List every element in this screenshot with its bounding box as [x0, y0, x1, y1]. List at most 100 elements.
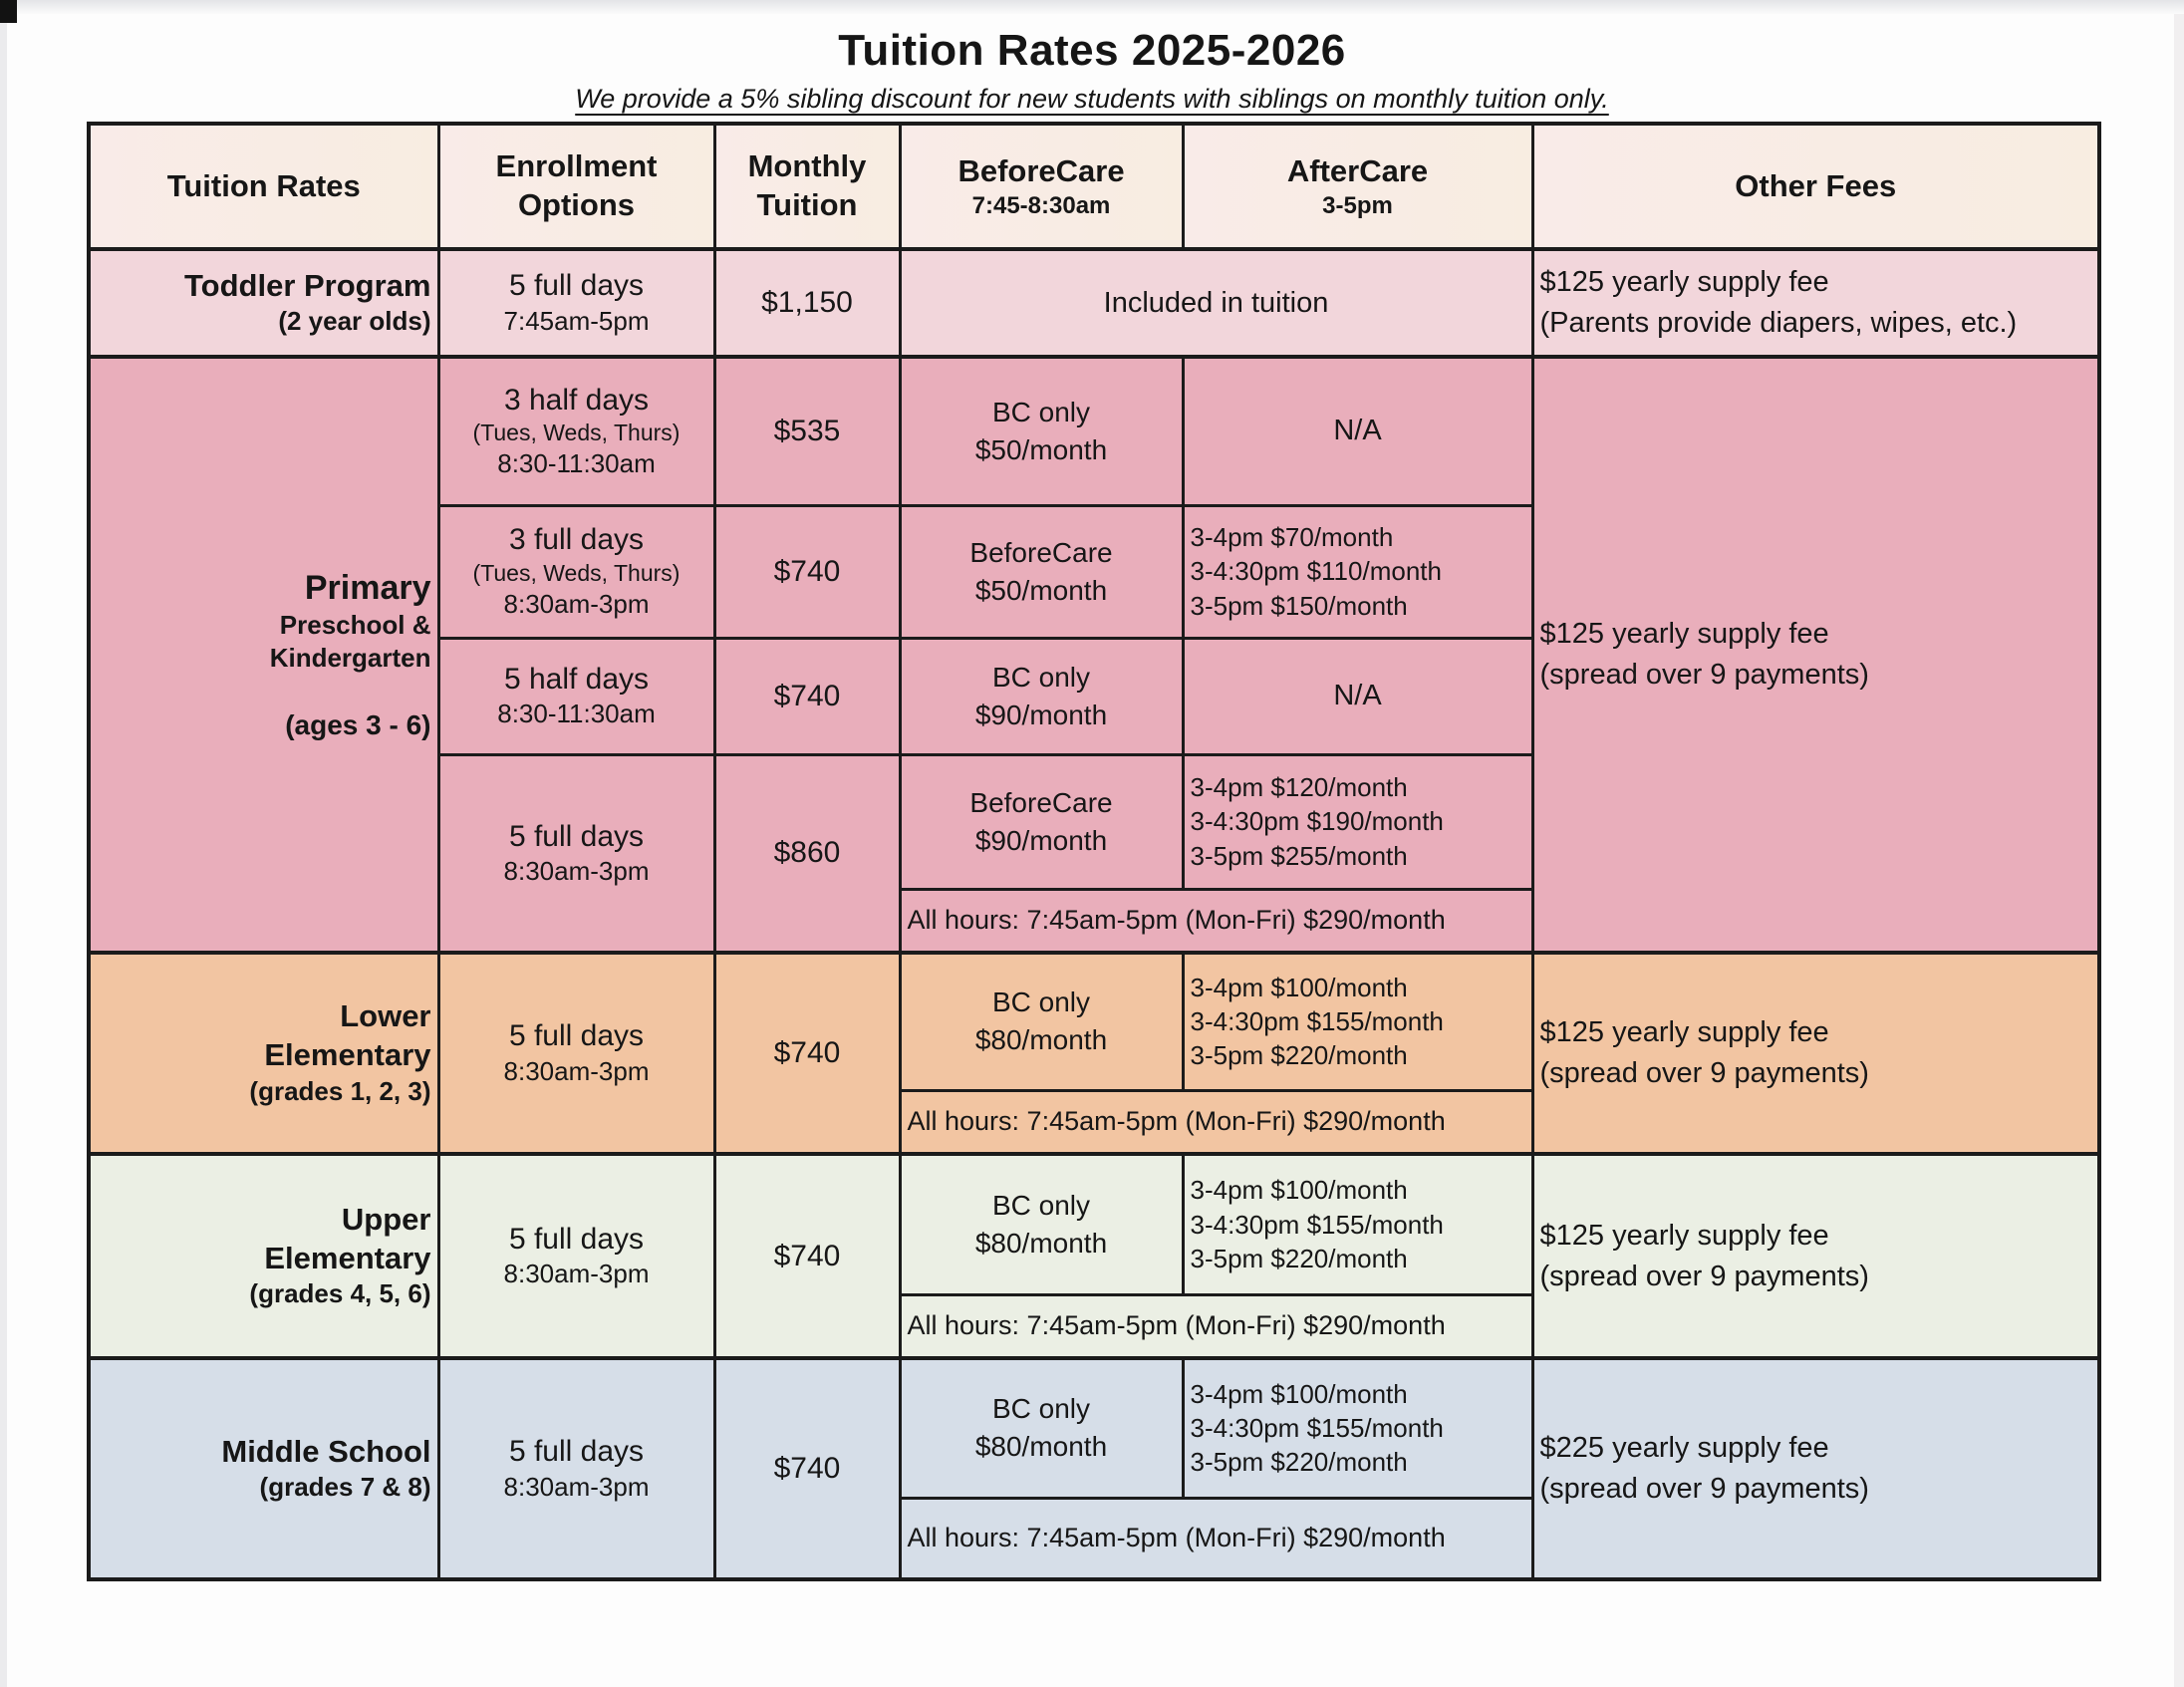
primary-tuition-cell: $740 — [712, 503, 902, 640]
header-row: Tuition Rates Enrollment Options Monthly… — [87, 122, 2101, 251]
upper-elementary-other-fee-cell: $125 yearly supply fee (spread over 9 pa… — [1530, 1152, 2101, 1360]
toddler-care: Included in tuition — [1103, 286, 1329, 319]
header-aftercare-hours: 3-5pm — [1322, 192, 1393, 220]
lower-elementary-enrollment: 5 full days — [508, 1019, 645, 1053]
header-monthly-tuition-label: Monthly Tuition — [747, 148, 867, 222]
middle-school-label: Middle School — [221, 1433, 431, 1469]
primary-row-5-full-days: 5 full days 8:30am-3pm $860 BeforeCare $… — [89, 752, 2099, 955]
upper-elementary-aftercare-cell: 3-4pm $100/month 3-4:30pm $155/month 3-5… — [1181, 1152, 1534, 1296]
tuition-rates-table: Tuition Rates Enrollment Options Monthly… — [87, 122, 2101, 1581]
lower-elementary-aftercare-cell: 3-4pm $100/month 3-4:30pm $155/month 3-5… — [1181, 951, 1534, 1092]
toddler-enrollment: 5 full days — [508, 269, 645, 303]
middle-school-aftercare-cell: 3-4pm $100/month 3-4:30pm $155/month 3-5… — [1181, 1356, 1534, 1500]
header-other-fees: Other Fees — [1530, 122, 2101, 251]
lower-elementary-tuition: $740 — [773, 1036, 841, 1069]
upper-elementary-beforecare-cell: BC only $80/month — [898, 1152, 1185, 1296]
primary-aftercare-cell: N/A — [1181, 355, 1534, 507]
header-other-fees-label: Other Fees — [1735, 167, 1897, 203]
primary-tuition-cell: $740 — [712, 636, 902, 756]
toddler-label: Toddler Program — [184, 267, 431, 303]
sibling-discount-note: We provide a 5% sibling discount for new… — [575, 84, 1609, 114]
upper-elementary-aftercare: 3-4pm $100/month 3-4:30pm $155/month 3-5… — [1190, 1175, 1444, 1273]
middle-school-aftercare: 3-4pm $100/month 3-4:30pm $155/month 3-5… — [1190, 1378, 1444, 1478]
primary-tuition: $740 — [773, 554, 841, 588]
primary-tuition: $860 — [773, 836, 841, 870]
primary-row-3-half-days: Primary Preschool & Kindergarten (ages 3… — [87, 355, 2101, 955]
primary-beforecare: BC only $90/month — [974, 661, 1108, 730]
lower-elementary-row: Lower Elementary (grades 1, 2, 3) 5 full… — [87, 951, 2101, 1156]
lower-elementary-all-hours-row: All hours: 7:45am-5pm (Mon-Fri) $290/mon… — [89, 1088, 2099, 1156]
primary-aftercare: 3-4pm $70/month 3-4:30pm $110/month 3-5p… — [1190, 522, 1442, 621]
scan-edge-right — [2174, 14, 2184, 1687]
header-aftercare-label: AfterCare — [1286, 152, 1429, 188]
primary-all-hours: All hours: 7:45am-5pm (Mon-Fri) $290/mon… — [907, 905, 1446, 936]
toddler-enrollment-time: 7:45am-5pm — [503, 305, 650, 336]
upper-elementary-sublabel: (grades 4, 5, 6) — [249, 1278, 431, 1309]
upper-elementary-other-fee: $125 yearly supply fee (spread over 9 pa… — [1539, 1219, 1869, 1292]
middle-school-tuition-cell: $740 — [712, 1356, 902, 1581]
toddler-sublabel: (2 year olds) — [278, 306, 431, 337]
upper-elementary-enrollment-cell: 5 full days 8:30am-3pm — [436, 1152, 716, 1360]
header-enrollment-options-label: Enrollment Options — [495, 148, 658, 222]
lower-elementary-sublabel: (grades 1, 2, 3) — [249, 1075, 431, 1106]
middle-school-enrollment-time: 8:30am-3pm — [503, 1471, 650, 1502]
header-beforecare-label: BeforeCare — [957, 152, 1125, 188]
header-beforecare: BeforeCare 7:45-8:30am — [898, 122, 1185, 251]
header-enrollment-options: Enrollment Options — [436, 122, 716, 251]
primary-enrollment-time: 8:30-11:30am — [497, 699, 656, 729]
primary-tuition: $740 — [773, 679, 841, 712]
header-aftercare: AfterCare 3-5pm — [1181, 122, 1534, 251]
middle-school-label-cell: Middle School (grades 7 & 8) — [87, 1356, 440, 1581]
middle-school-row: Middle School (grades 7 & 8) 5 full days… — [87, 1356, 2101, 1581]
middle-school-enrollment-cell: 5 full days 8:30am-3pm — [436, 1356, 716, 1581]
primary-enrollment-time: 8:30am-3pm — [503, 856, 650, 887]
primary-beforecare-cell: BeforeCare $50/month — [898, 503, 1185, 640]
primary-aftercare: N/A — [1333, 415, 1382, 447]
middle-school-tuition: $740 — [773, 1452, 841, 1485]
lower-elementary-beforecare-cell: BC only $80/month — [898, 951, 1185, 1092]
upper-elementary-beforecare: BC only $80/month — [974, 1189, 1108, 1259]
primary-enrollment-cell: 5 full days 8:30am-3pm — [436, 752, 716, 955]
lower-elementary-other-fee-cell: $125 yearly supply fee (spread over 9 pa… — [1530, 951, 2101, 1156]
primary-label: Primary — [304, 568, 431, 607]
upper-elementary-tuition: $740 — [773, 1239, 841, 1272]
primary-all-hours-row: All hours: 7:45am-5pm (Mon-Fri) $290/mon… — [89, 887, 2099, 955]
primary-ages: (ages 3 - 6) — [285, 709, 431, 741]
middle-school-beforecare: BC only $80/month — [974, 1393, 1108, 1463]
lower-elementary-label: Lower Elementary — [264, 998, 431, 1073]
toddler-tuition: $1,150 — [761, 286, 853, 319]
toddler-other-fee-cell: $125 yearly supply fee (Parents provide … — [1530, 247, 2101, 359]
lower-elementary-enrollment-time: 8:30am-3pm — [503, 1055, 650, 1086]
primary-beforecare-cell: BeforeCare $90/month — [898, 752, 1185, 891]
scan-edge-left — [0, 14, 7, 1687]
middle-school-sublabel: (grades 7 & 8) — [259, 1472, 431, 1503]
toddler-tuition-cell: $1,150 — [712, 247, 902, 359]
header-tuition-rates-label: Tuition Rates — [166, 167, 361, 203]
primary-enrollment-time: 8:30am-3pm — [503, 588, 650, 619]
primary-aftercare: N/A — [1333, 680, 1382, 711]
middle-school-beforecare-cell: BC only $80/month — [898, 1356, 1185, 1500]
lower-elementary-all-hours-cell: All hours: 7:45am-5pm (Mon-Fri) $290/mon… — [898, 1088, 1534, 1156]
middle-school-enrollment: 5 full days — [508, 1435, 645, 1469]
primary-tuition: $535 — [773, 414, 841, 447]
toddler-enrollment-cell: 5 full days 7:45am-5pm — [436, 247, 716, 359]
primary-row-5-half-days: 5 half days 8:30-11:30am $740 BC only $9… — [89, 636, 2099, 756]
primary-beforecare: BC only $50/month — [974, 396, 1108, 465]
primary-row-3-full-days: 3 full days (Tues, Weds, Thurs) 8:30am-3… — [89, 503, 2099, 640]
primary-tuition-cell: $535 — [712, 355, 902, 507]
primary-beforecare-cell: BC only $50/month — [898, 355, 1185, 507]
primary-aftercare-cell: 3-4pm $120/month 3-4:30pm $190/month 3-5… — [1181, 752, 1534, 891]
primary-enrollment: 5 full days — [508, 819, 645, 853]
primary-all-hours-cell: All hours: 7:45am-5pm (Mon-Fri) $290/mon… — [898, 887, 1534, 955]
lower-elementary-all-hours: All hours: 7:45am-5pm (Mon-Fri) $290/mon… — [907, 1106, 1446, 1137]
upper-elementary-all-hours-row: All hours: 7:45am-5pm (Mon-Fri) $290/mon… — [89, 1292, 2099, 1360]
lower-elementary-tuition-cell: $740 — [712, 951, 902, 1156]
header-monthly-tuition: Monthly Tuition — [712, 122, 902, 251]
upper-elementary-tuition-cell: $740 — [712, 1152, 902, 1360]
primary-aftercare-cell: N/A — [1181, 636, 1534, 756]
lower-elementary-enrollment-cell: 5 full days 8:30am-3pm — [436, 951, 716, 1156]
primary-enrollment-days: (Tues, Weds, Thurs) — [472, 420, 681, 446]
primary-beforecare: BeforeCare $90/month — [969, 786, 1113, 856]
header-beforecare-hours: 7:45-8:30am — [971, 192, 1111, 220]
